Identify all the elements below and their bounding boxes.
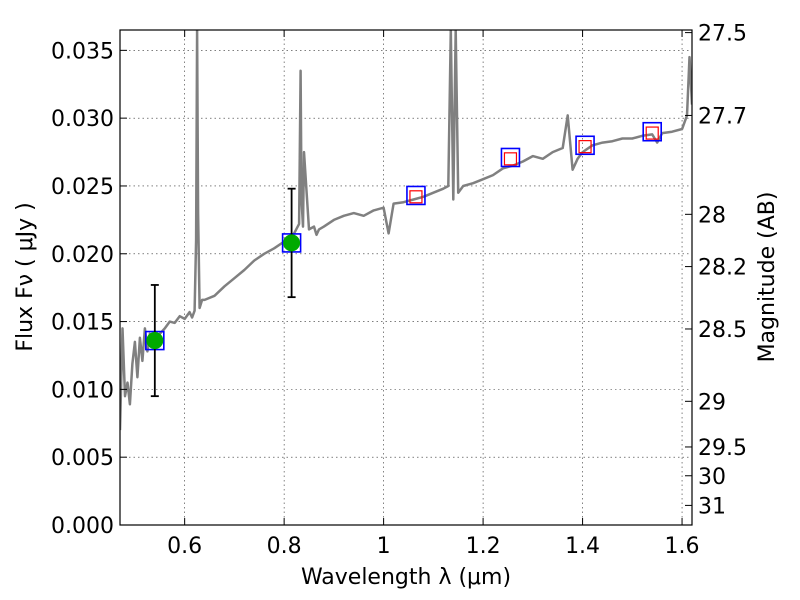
- photometry-marker-red: [578, 140, 592, 154]
- right-tick-label: 29.5: [698, 436, 747, 461]
- spectrum-line: [120, 30, 692, 431]
- right-tick-label: 30: [698, 465, 726, 490]
- x-tick-label: 1.4: [565, 534, 600, 559]
- axes: 0.6 0.8 1 1.2 1.4 1.6 0.000 0.005 0.010 0.015 0.02…: [51, 22, 747, 559]
- right-tick-label: 31: [698, 494, 726, 519]
- y-tick-label: 0.005: [51, 446, 114, 471]
- right-tick-label: 27.5: [698, 22, 747, 47]
- grid: [120, 30, 692, 526]
- right-tick-label: 29: [698, 390, 726, 415]
- data-series: [120, 30, 692, 431]
- model-photometry-square: [575, 135, 595, 156]
- model-photometry-square: [642, 121, 663, 142]
- y-tick-label: 0.020: [51, 243, 114, 268]
- right-tick-label: 28.2: [698, 256, 747, 281]
- right-tick-label: 28: [698, 203, 726, 228]
- x-tick-label: 1.6: [665, 534, 700, 559]
- model-photometry-square: [500, 147, 521, 168]
- x-axis-title: Wavelength λ (μm): [301, 565, 511, 590]
- y-tick-label: 0.010: [51, 378, 114, 403]
- photometry-marker-red: [503, 152, 518, 166]
- y-tick-label: 0.035: [51, 39, 114, 64]
- photometry-marker-red: [645, 126, 659, 140]
- y-tick-label: 0.000: [51, 514, 114, 539]
- observed-photometry-point: [283, 234, 301, 252]
- plot-frame: [119, 29, 693, 526]
- right-tick-label: 27.7: [698, 104, 747, 129]
- x-tick-label: 1.2: [466, 534, 501, 559]
- right-axis-title: Magnitude (AB): [755, 192, 780, 363]
- y-tick-label: 0.015: [51, 311, 114, 336]
- observed-photometry-point: [146, 332, 164, 350]
- x-tick-label: 1: [377, 534, 391, 559]
- y-tick-label: 0.030: [51, 107, 114, 132]
- model-photometry-square: [406, 185, 426, 206]
- y-tick-label: 0.025: [51, 175, 114, 200]
- y-axis-title: Flux Fν ( μJy ): [13, 202, 38, 351]
- photometry-marker-red: [409, 190, 423, 204]
- x-tick-label: 0.8: [267, 534, 302, 559]
- x-tick-label: 0.6: [167, 534, 202, 559]
- right-tick-label: 28.5: [698, 318, 747, 343]
